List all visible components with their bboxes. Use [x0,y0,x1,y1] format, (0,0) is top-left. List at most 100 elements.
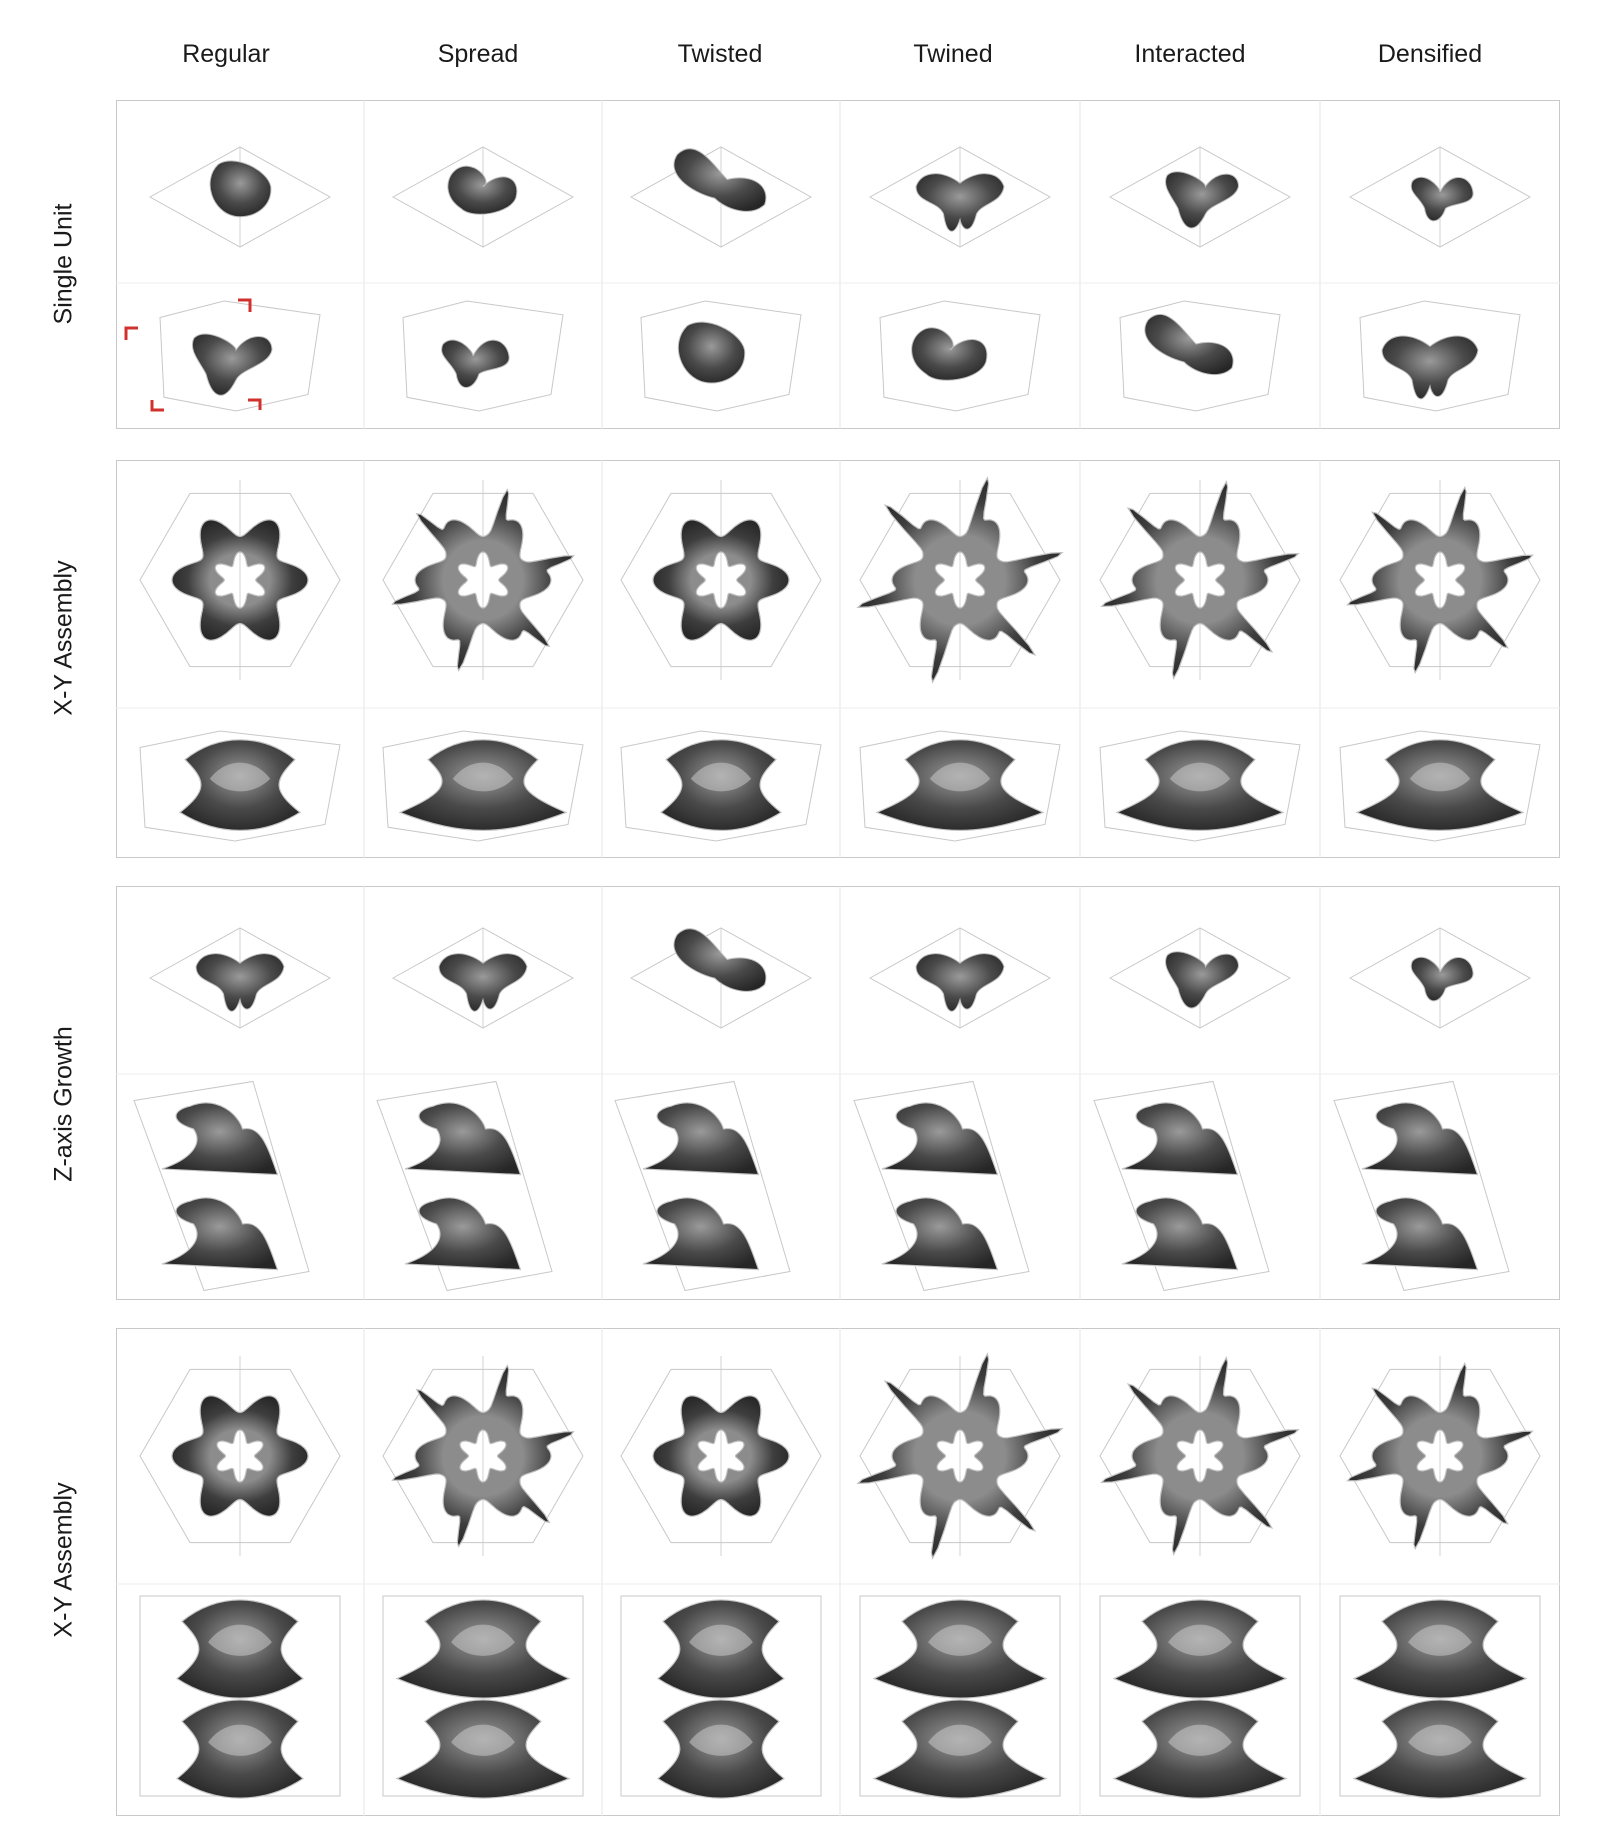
z-growth-top-regular [195,953,285,1012]
z-growth-side-spread [376,1080,553,1292]
wireframe-box [859,730,1061,842]
section-z-axis-growth [116,886,1560,1300]
figures-layer [133,146,1541,1799]
tower-segment [1361,1102,1479,1176]
z-growth-top-interacted [1165,951,1240,1009]
z-growth-top-densified [1410,956,1474,1002]
tower-segment [161,1102,279,1176]
selection-corner-marker [248,398,262,410]
tower-segment [404,1197,522,1271]
xyz-assembly-top-twisted [652,1395,790,1517]
wireframe-box [879,300,1041,412]
z-growth-side-densified [1333,1080,1510,1292]
xyz-assembly-top-twined [856,1352,1064,1560]
assembly-opening [689,1724,753,1756]
xyz-assembly-top-spread [391,1364,575,1548]
single-unit-side-regular [192,333,273,396]
single-unit-side-interacted [1144,313,1234,376]
wireframe-prism [1333,1080,1510,1292]
section-xy-assembly [116,460,1560,858]
assembly-opening [929,762,991,792]
wireframe-box [139,730,341,842]
assembly-opening [452,762,514,792]
wireframe-hexagon [1339,1368,1541,1544]
wireframe-diamond [1348,927,1532,1029]
selection-corner-marker [150,400,164,412]
assembly-opening [1408,1624,1472,1656]
wireframe-prism [376,1080,553,1292]
wireframe-hexagon [620,1368,822,1544]
wireframe-diamond [148,927,332,1029]
single-unit-top-twisted [673,148,767,212]
tower-segment [1121,1102,1239,1176]
assembly-opening [451,1724,515,1756]
wireframe-hexagon [382,1368,584,1544]
wireframe-hexagon [139,492,341,668]
wireframe-prism [614,1080,791,1292]
wireframe-hexagon [859,1368,1061,1544]
section-xy-z-assembly [116,1328,1560,1816]
z-growth-side-twined [853,1080,1030,1292]
wireframe-diamond [391,927,575,1029]
xyz-assembly-top-regular [171,1395,309,1517]
single-unit-top-twined [915,173,1005,232]
assembly-opening [1169,762,1231,792]
section-single-unit [116,100,1560,429]
wireframe-prism [853,1080,1030,1292]
wireframe-box [159,300,321,412]
xy-assembly-top-interacted [1100,480,1300,680]
wireframe-hexagon [620,492,822,668]
tower-segment [161,1197,279,1271]
selection-corner-marker [124,326,138,340]
wireframe-box [382,730,584,842]
column-header-spread: Spread [437,40,519,68]
column-header-regular: Regular [182,40,270,68]
single-unit-top-spread [447,165,518,215]
assembly-opening [928,1724,992,1756]
z-growth-side-interacted [1093,1080,1270,1292]
wireframe-prism [133,1080,310,1292]
single-unit-side-densified [1381,335,1479,400]
single-unit-top-densified [1410,176,1474,222]
z-growth-top-spread [438,953,528,1012]
tower-segment [404,1102,522,1176]
wireframe-box [620,730,822,842]
assembly-opening [1168,1724,1232,1756]
tower-segment [1361,1197,1479,1271]
wireframe-box [1119,300,1281,412]
grid-dividers [116,100,1560,1816]
wireframe-box [1359,300,1521,412]
assembly-opening [689,1624,753,1656]
single-unit-top-interacted [1165,171,1240,229]
xy-assembly-top-twisted [652,519,790,641]
xy-assembly-top-spread [391,488,575,672]
wireframe-hexagon [382,492,584,668]
single-unit-side-spread [441,339,510,388]
wireframe-diamond [391,146,575,248]
assembly-opening [928,1624,992,1656]
wireframe-diamond [868,146,1052,248]
assembly-opening [209,762,271,792]
selection-markers [124,298,262,412]
column-header-twined: Twined [913,40,993,68]
single-unit-side-twined [911,327,988,381]
wireframe-prism [1093,1080,1270,1292]
assembly-opening [208,1624,272,1656]
wireframe-diamond [868,927,1052,1029]
tower-segment [642,1102,760,1176]
wireframe-hexagon [1339,492,1541,668]
z-growth-top-twined [915,953,1005,1012]
xyz-assembly-top-densified [1346,1362,1534,1550]
wireframe-hexagon [859,492,1061,668]
wireframe-diamond [1108,927,1292,1029]
wireframe-hexagon [139,1368,341,1544]
assembly-opening [208,1724,272,1756]
tower-segment [1121,1197,1239,1271]
column-header-densified: Densified [1377,40,1483,68]
assembly-opening [690,762,752,792]
wireframe-diamond [148,146,332,248]
xy-assembly-top-densified [1346,486,1534,674]
assembly-opening [1408,1724,1472,1756]
selection-corner-marker [238,298,252,312]
column-header-twisted: Twisted [677,40,763,68]
